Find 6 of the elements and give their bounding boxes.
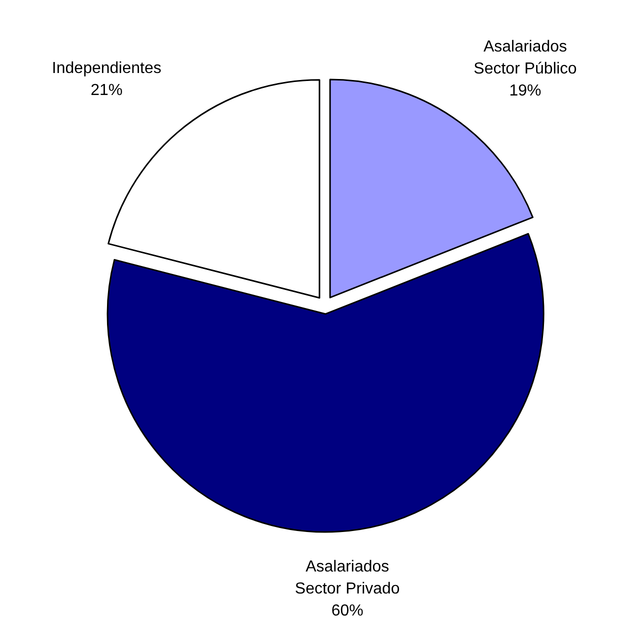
data-label: 19% <box>509 82 542 100</box>
slice-label: Asalariados Sector Público <box>474 38 577 78</box>
slice-label: Asalariados Sector Privado <box>294 558 400 598</box>
data-label: 21% <box>90 82 123 100</box>
slice-label: Independientes <box>52 60 162 78</box>
data-label: 60% <box>331 602 364 620</box>
